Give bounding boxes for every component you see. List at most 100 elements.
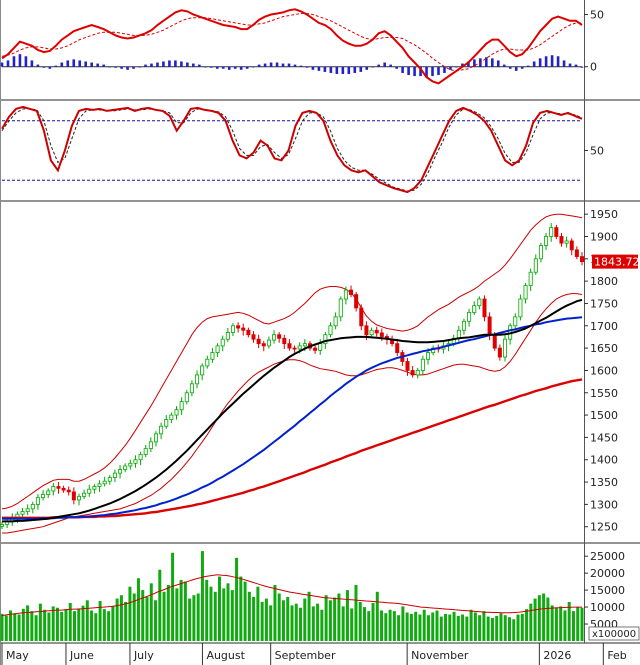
- macd-histogram-bar: [317, 66, 321, 71]
- macd-histogram-bar: [449, 66, 452, 70]
- macd-panel: 50 0: [0, 8, 604, 85]
- volume-bar: [4, 615, 8, 641]
- macd-histogram-bar: [84, 61, 88, 67]
- price-tick-label: 1900: [590, 230, 618, 243]
- macd-histogram-bar: [0, 62, 4, 67]
- volume-bar: [94, 613, 98, 641]
- macd-histogram-bar: [305, 66, 309, 68]
- volume-bar: [196, 593, 200, 641]
- volume-bar: [486, 616, 490, 641]
- price-candle-body: [426, 352, 431, 360]
- macd-histogram-bar: [108, 66, 111, 68]
- price-candle-body: [25, 508, 30, 512]
- volume-bar: [21, 608, 25, 641]
- volume-bar: [499, 613, 503, 641]
- volume-bar: [495, 615, 499, 641]
- macd-histogram-bar: [132, 66, 135, 69]
- macd-histogram-bar: [144, 64, 147, 67]
- volume-bar: [166, 585, 170, 641]
- volume-bar: [414, 611, 418, 641]
- macd-histogram-bar: [90, 62, 93, 67]
- macd-histogram-bar: [281, 63, 285, 67]
- macd-histogram-bar: [389, 64, 392, 67]
- volume-bar: [264, 598, 268, 641]
- price-candle-body: [30, 503, 35, 510]
- macd-histogram-bar: [461, 63, 464, 67]
- macd-histogram-bar: [239, 66, 243, 70]
- macd-histogram-bar: [359, 66, 363, 72]
- price-candle-body: [169, 414, 174, 420]
- volume-bar: [235, 557, 239, 641]
- macd-histogram-bar: [54, 65, 58, 67]
- volume-bar: [525, 609, 529, 641]
- macd-histogram-bar: [18, 54, 22, 67]
- price-tick-label: 1600: [590, 364, 618, 377]
- price-candle-body: [102, 480, 107, 485]
- volume-bar: [384, 613, 388, 641]
- volume-bar: [316, 603, 320, 641]
- volume-bar: [439, 616, 443, 641]
- volume-bar: [230, 590, 234, 641]
- volume-bar: [171, 552, 175, 641]
- price-candle-body: [338, 298, 343, 318]
- price-candle-body: [523, 285, 528, 300]
- macd-histogram-bar: [574, 64, 578, 67]
- volume-bar: [269, 605, 273, 641]
- volume-bar: [218, 576, 221, 641]
- price-candle-body: [164, 419, 169, 427]
- price-candle-body: [287, 343, 292, 349]
- macd-histogram-bar: [78, 60, 82, 67]
- volume-bar: [115, 598, 119, 641]
- macd-histogram-bar: [42, 66, 46, 68]
- volume-bar: [102, 609, 106, 641]
- price-candle-body: [246, 329, 251, 336]
- macd-histogram-bar: [24, 56, 28, 67]
- volume-bar: [294, 603, 298, 641]
- macd-histogram-bar: [413, 66, 416, 77]
- price-candle-body: [138, 453, 143, 461]
- volume-bar: [533, 598, 537, 641]
- volume-bar: [47, 612, 51, 641]
- macd-histogram-bar: [329, 66, 333, 73]
- macd-histogram-bar: [311, 66, 315, 70]
- macd-histogram-bar: [233, 66, 237, 69]
- macd-histogram-bar: [126, 66, 129, 70]
- price-candle-body: [482, 298, 487, 318]
- volume-bar: [17, 614, 21, 641]
- volume-bar: [567, 601, 571, 641]
- price-candle-body: [215, 345, 220, 353]
- macd-histogram-bar: [538, 58, 542, 67]
- price-candle-body: [159, 425, 164, 435]
- price-candle-body: [220, 338, 225, 347]
- price-candle-body: [241, 327, 246, 331]
- x-tick-label: August: [206, 649, 245, 662]
- price-tick-label: 1700: [590, 320, 618, 333]
- price-candle-body: [497, 347, 502, 358]
- price-tick-label: 1550: [590, 387, 618, 400]
- volume-bar: [98, 600, 102, 641]
- macd-tick-label: 50: [590, 9, 604, 22]
- macd-histogram-bar: [114, 66, 117, 68]
- volume-bar: [179, 579, 183, 641]
- last-price-label: 1843.720: [594, 256, 640, 269]
- volume-average-line: [1, 574, 582, 617]
- volume-bar: [516, 614, 520, 641]
- macd-histogram-bar: [371, 66, 375, 68]
- volume-bar: [239, 576, 243, 641]
- price-candle-body: [343, 289, 348, 300]
- macd-histogram-bar: [263, 63, 267, 67]
- macd-histogram-bar: [198, 64, 201, 67]
- macd-histogram-bar: [287, 63, 291, 67]
- macd-histogram-bar: [12, 56, 16, 67]
- macd-histogram-bar: [419, 66, 422, 77]
- macd-histogram-bar: [556, 56, 560, 67]
- price-candle-body: [225, 332, 230, 340]
- macd-histogram-bar: [550, 55, 554, 67]
- price-candle-body: [272, 334, 277, 341]
- volume-bar: [465, 616, 469, 641]
- macd-histogram-bar: [275, 62, 279, 67]
- volume-bar: [55, 607, 59, 641]
- volume-bar: [333, 597, 337, 641]
